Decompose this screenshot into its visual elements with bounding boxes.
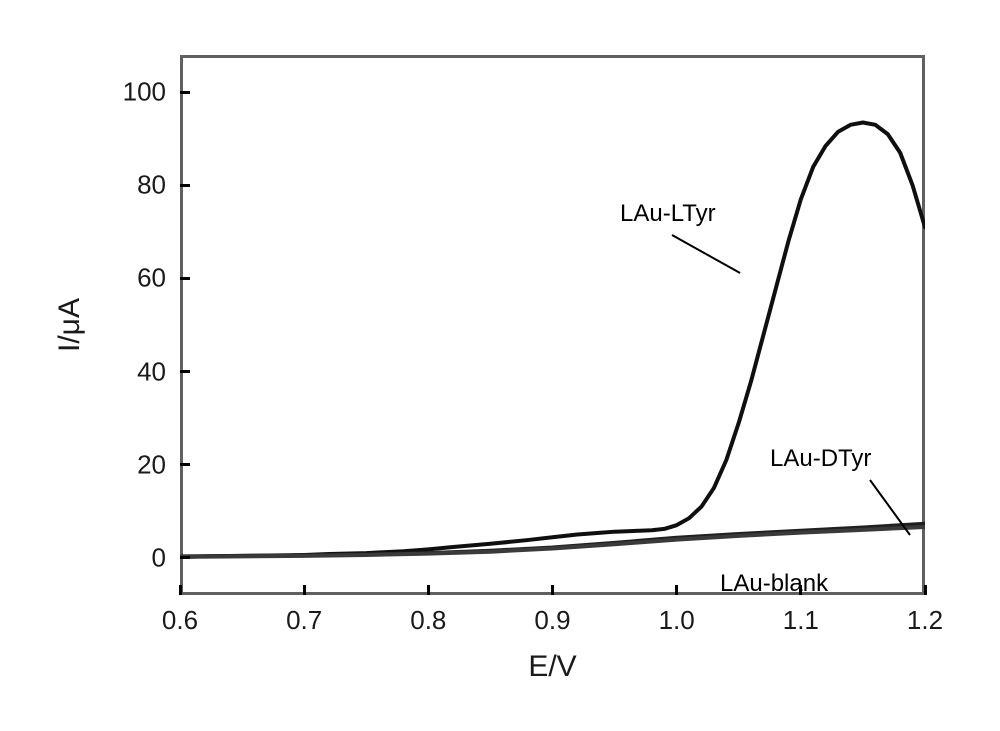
y-tick	[180, 91, 190, 94]
y-tick	[180, 370, 190, 373]
x-tick	[427, 585, 430, 595]
annotation-ann_ltyr: LAu-LTyr	[620, 200, 716, 228]
x-tick	[551, 585, 554, 595]
y-tick	[180, 277, 190, 280]
x-axis-label: E/V	[528, 650, 576, 684]
x-tick-label: 0.6	[162, 605, 198, 636]
annotation-ann_blank: LAu-blank	[720, 570, 828, 598]
y-tick-label: 40	[137, 356, 166, 387]
y-tick-label: 100	[123, 77, 166, 108]
x-tick	[303, 585, 306, 595]
x-tick-label: 1.2	[907, 605, 943, 636]
x-tick	[924, 585, 927, 595]
annotation-ann_dtyr: LAu-DTyr	[770, 445, 871, 473]
x-tick-label: 1.1	[783, 605, 819, 636]
series-lau_dtyr	[180, 524, 925, 557]
series-lau_ltyr	[180, 123, 925, 557]
y-tick-label: 80	[137, 170, 166, 201]
y-axis-label: I/μA	[53, 298, 87, 352]
x-tick-label: 0.7	[286, 605, 322, 636]
series-lau_blank	[180, 527, 925, 557]
x-tick	[179, 585, 182, 595]
y-tick	[180, 463, 190, 466]
x-tick-label: 0.9	[534, 605, 570, 636]
x-tick-label: 1.0	[659, 605, 695, 636]
y-tick-label: 20	[137, 449, 166, 480]
x-tick	[675, 585, 678, 595]
chart-figure: E/V I/μA 0.6 0.7 0.8 0.9 1.0 1.1 1.2 0 20 40 60 80…	[0, 0, 1000, 731]
y-tick-label: 0	[152, 542, 166, 573]
y-tick-label: 60	[137, 263, 166, 294]
y-tick	[180, 556, 190, 559]
x-tick-label: 0.8	[410, 605, 446, 636]
y-tick	[180, 184, 190, 187]
